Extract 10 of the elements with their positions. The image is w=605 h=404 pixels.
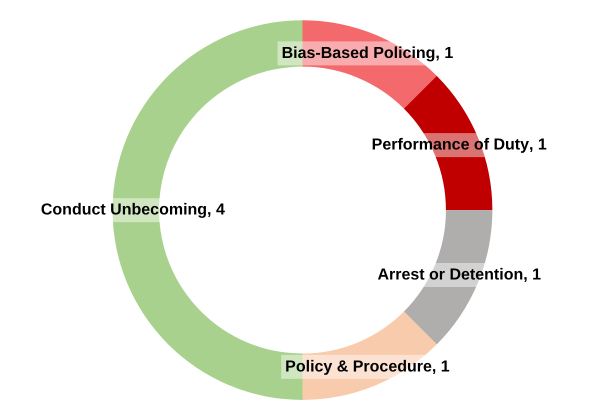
slice-label: Bias-Based Policing xyxy=(282,44,436,62)
data-label: , 1 xyxy=(523,266,542,284)
slice-label: Performance of Duty xyxy=(372,136,530,154)
data-label: , 1 xyxy=(435,44,454,62)
data-label: , 4 xyxy=(207,202,225,219)
data-label: , 1 xyxy=(432,358,450,376)
slice-label: Conduct Unbecoming xyxy=(40,202,208,219)
slice-label: Policy & Procedure xyxy=(285,358,432,376)
data-label: , 1 xyxy=(529,136,547,154)
slice-label: Arrest or Detention xyxy=(377,266,524,284)
